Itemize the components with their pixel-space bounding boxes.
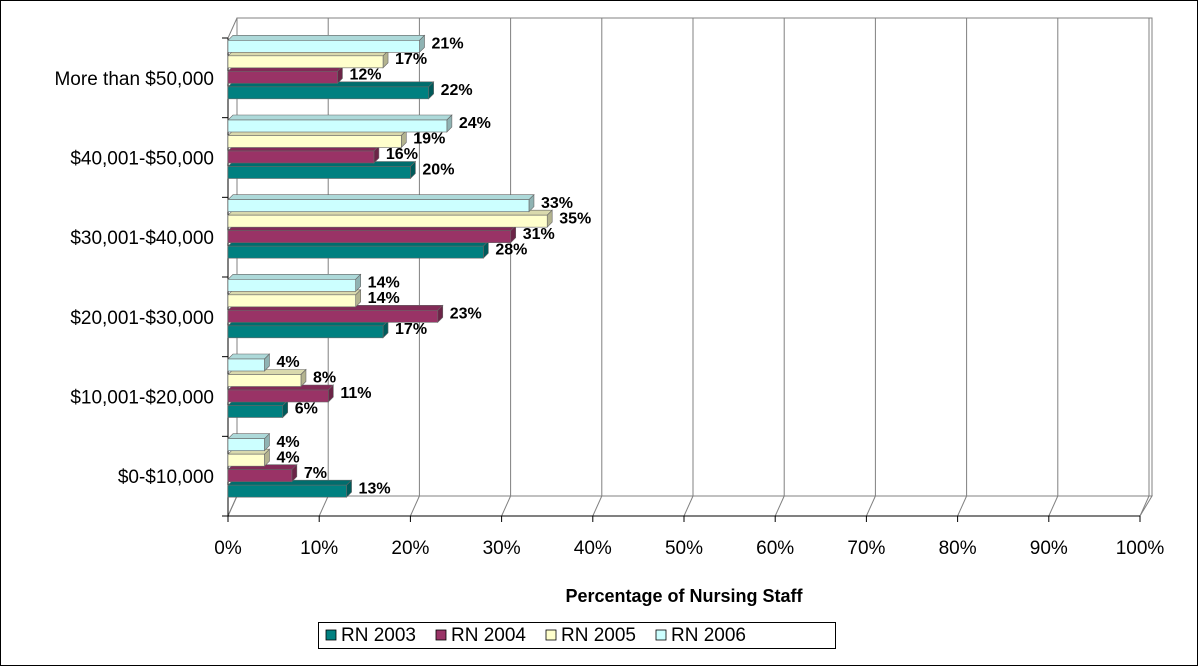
bar <box>227 279 356 292</box>
x-tick-label: 60% <box>756 538 794 559</box>
legend-swatch <box>435 629 447 641</box>
value-label: 7% <box>304 465 327 482</box>
value-label: 22% <box>441 82 473 99</box>
value-label: 17% <box>395 51 427 68</box>
x-tick-label: 0% <box>214 538 242 559</box>
bar <box>227 453 265 467</box>
bar <box>227 40 420 53</box>
value-label: 6% <box>295 401 318 418</box>
bar <box>227 469 293 482</box>
value-label: 33% <box>541 195 573 212</box>
bar <box>227 150 375 164</box>
bar <box>227 135 402 148</box>
x-axis-title: Percentage of Nursing Staff <box>565 586 803 606</box>
bar <box>227 294 356 308</box>
bar-top <box>227 353 271 360</box>
x-tick-label: 80% <box>939 538 977 559</box>
y-tick-label: $10,001-$20,000 <box>70 388 214 409</box>
bar <box>227 310 439 323</box>
value-label: 23% <box>450 306 482 323</box>
floor-grid-line <box>592 495 603 517</box>
legend-label: RN 2004 <box>451 625 526 646</box>
bar-top <box>227 114 453 121</box>
bars: 13%7%4%4%6%11%8%4%17%23%14%14%28%31%35%3… <box>227 34 591 498</box>
x-tick-label: 40% <box>574 538 612 559</box>
x-tick-label: 10% <box>300 538 338 559</box>
bar-top <box>227 433 271 439</box>
value-label: 35% <box>559 210 591 227</box>
value-label: 4% <box>276 354 299 371</box>
legend-label: RN 2003 <box>341 625 416 646</box>
value-label: 16% <box>386 146 418 163</box>
x-tick-label: 100% <box>1116 538 1165 559</box>
value-label: 4% <box>276 434 299 451</box>
value-label: 12% <box>349 67 381 84</box>
value-label: 20% <box>422 162 454 179</box>
bar-top <box>227 194 535 200</box>
bar <box>227 199 530 212</box>
bar <box>227 245 484 259</box>
bar <box>227 325 384 339</box>
floor-grid-line <box>1139 495 1150 517</box>
value-label: 4% <box>276 449 299 466</box>
value-label: 24% <box>459 115 491 132</box>
bar <box>227 86 429 100</box>
floor-grid-line <box>227 495 238 517</box>
bar <box>227 389 329 403</box>
floor-grid-line <box>318 495 329 517</box>
legend-swatch <box>655 629 667 641</box>
floor-grid-line <box>774 495 785 517</box>
legend: RN 2003 RN 2004 RN 2005 RN 2006 <box>325 625 746 646</box>
bar <box>227 374 302 387</box>
x-tick-label: 20% <box>391 538 429 559</box>
y-tick-label: $40,001-$50,000 <box>70 149 214 170</box>
legend-box <box>318 622 836 649</box>
value-label: 8% <box>313 370 336 387</box>
bar <box>227 119 448 133</box>
floor-grid-line <box>683 495 694 517</box>
value-label: 21% <box>432 36 464 53</box>
floor-grid-line <box>957 495 968 517</box>
floor-grid-line <box>409 495 420 517</box>
y-tick-label: $20,001-$30,000 <box>70 308 214 329</box>
value-label: 13% <box>359 480 391 497</box>
bar <box>227 55 384 69</box>
floor <box>227 495 1153 517</box>
x-tick-label: 90% <box>1030 538 1068 559</box>
bar <box>227 230 512 243</box>
y-tick-label: More than $50,000 <box>54 69 214 90</box>
value-label: 28% <box>495 241 527 258</box>
legend-swatch <box>325 629 337 641</box>
bar <box>227 358 265 372</box>
bar <box>227 405 284 418</box>
bar <box>227 484 347 498</box>
value-label: 11% <box>340 385 371 402</box>
bar-top <box>227 35 426 41</box>
floor-grid-line <box>865 495 876 517</box>
bar <box>227 214 548 228</box>
x-tick-label: 70% <box>847 538 885 559</box>
floor-grid-line <box>501 495 512 517</box>
y-tick-label: $0-$10,000 <box>118 467 214 488</box>
floor-grid-line <box>1048 495 1059 517</box>
bar <box>227 438 265 451</box>
value-label: 14% <box>368 275 400 292</box>
bar <box>227 71 338 84</box>
value-label: 31% <box>523 226 555 243</box>
bar-top <box>227 274 362 280</box>
bar <box>227 166 411 179</box>
legend-swatch <box>545 629 557 641</box>
value-label: 14% <box>368 290 400 307</box>
x-tick-label: 30% <box>483 538 521 559</box>
y-tick-label: $30,001-$40,000 <box>70 228 214 249</box>
x-tick-label: 50% <box>665 538 703 559</box>
legend-label: RN 2005 <box>561 625 636 646</box>
value-label: 19% <box>413 131 445 148</box>
legend-label: RN 2006 <box>671 625 746 646</box>
value-label: 17% <box>395 321 427 338</box>
